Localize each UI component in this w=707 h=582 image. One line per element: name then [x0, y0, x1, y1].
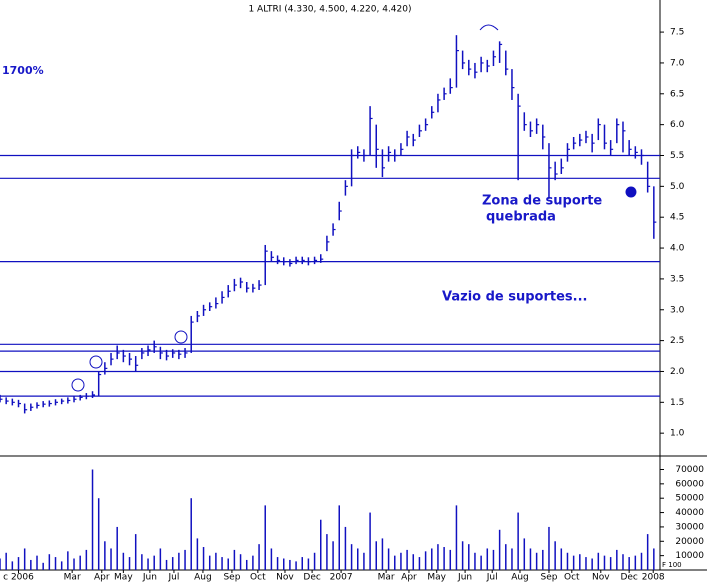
x-tick-label: Sep: [540, 573, 557, 582]
volume-tick-label: 60000: [675, 479, 704, 489]
annotation: Vazio de suportes...: [442, 290, 587, 305]
y-tick-label: 3.0: [670, 305, 685, 315]
y-tick-label: 1.0: [670, 429, 685, 439]
x-tick-label: Jun: [142, 573, 157, 582]
annotation: quebrada: [486, 210, 556, 225]
y-tick-label: 1.5: [670, 398, 684, 408]
volume-tick-label: 20000: [675, 537, 704, 547]
x-tick-label: Mar: [64, 573, 81, 582]
x-tick-label: May: [427, 573, 446, 582]
smiley-icon: [89, 355, 103, 369]
volume-note: F 100: [662, 561, 682, 569]
x-tick-label: Oct: [250, 573, 266, 582]
volume-tick-label: 10000: [675, 551, 704, 561]
y-tick-label: 3.5: [670, 274, 684, 284]
y-tick-label: 2.5: [670, 336, 684, 346]
y-tick-label: 2.0: [670, 367, 685, 377]
volume-tick-label: 50000: [675, 494, 704, 504]
annotation: Zona de suporte: [482, 194, 602, 209]
smiley-icon: [71, 378, 85, 392]
smiley-icon: [174, 330, 188, 344]
x-tick-label: Oct: [564, 573, 580, 582]
y-tick-label: 7.0: [670, 58, 685, 68]
x-tick-label: Apr: [401, 573, 417, 582]
y-tick-label: 4.0: [670, 244, 685, 254]
x-tick-label: Dec: [303, 573, 320, 582]
y-tick-label: 4.5: [670, 213, 684, 223]
x-tick-label: Sep: [223, 573, 240, 582]
y-tick-label: 6.5: [670, 89, 684, 99]
x-tick-label: Aug: [511, 573, 529, 582]
volume-tick-label: 70000: [675, 465, 704, 475]
x-tick-label: Aug: [194, 573, 212, 582]
y-tick-label: 5.5: [670, 151, 684, 161]
bull-icon: [479, 24, 499, 31]
x-tick-label: 2007: [330, 573, 353, 582]
x-tick-label: 2008: [642, 573, 665, 582]
y-tick-label: 5.0: [670, 182, 685, 192]
x-tick-label: Nov: [276, 573, 294, 582]
performance-label: 1700%: [2, 64, 44, 77]
y-tick-label: 6.0: [670, 120, 685, 130]
volume-tick-label: 40000: [675, 508, 704, 518]
icons: [71, 24, 637, 392]
x-tick-label: Mar: [378, 573, 395, 582]
volume-tick-label: 30000: [675, 522, 704, 532]
x-tick-label: May: [114, 573, 133, 582]
chart-title: 1 ALTRI (4.330, 4.500, 4.220, 4.420): [248, 5, 411, 15]
y-tick-label: 7.5: [670, 28, 684, 38]
bomb-icon: [625, 186, 637, 198]
x-tick-label: Jun: [457, 573, 472, 582]
x-tick-label: Nov: [592, 573, 610, 582]
x-tick-label: c 2006: [3, 573, 34, 582]
x-tick-label: Jul: [168, 573, 180, 582]
x-tick-label: Apr: [94, 573, 110, 582]
x-tick-label: Jul: [486, 573, 498, 582]
x-tick-label: Dec: [620, 573, 637, 582]
